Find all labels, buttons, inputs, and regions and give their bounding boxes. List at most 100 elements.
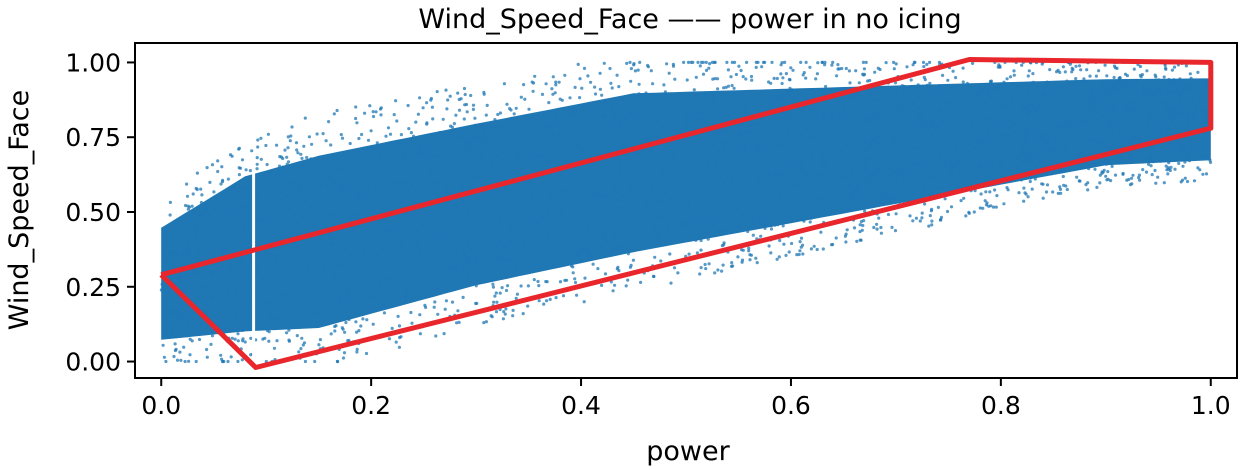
scatter-point	[928, 81, 932, 85]
scatter-point	[249, 336, 253, 340]
scatter-point	[688, 216, 692, 220]
scatter-point	[980, 155, 984, 159]
scatter-point	[460, 196, 464, 200]
scatter-point	[413, 270, 417, 274]
scatter-point	[998, 133, 1003, 137]
scatter-point	[1112, 104, 1116, 108]
scatter-point	[271, 238, 275, 242]
scatter-point	[1181, 164, 1185, 168]
scatter-point	[511, 308, 515, 312]
scatter-point	[1149, 145, 1153, 149]
scatter-point	[568, 96, 572, 100]
scatter-point	[194, 359, 198, 364]
scatter-point	[1094, 118, 1099, 122]
scatter-point	[1072, 81, 1076, 85]
scatter-point	[355, 148, 359, 152]
scatter-point	[344, 300, 348, 304]
scatter-point	[721, 198, 725, 202]
scatter-point	[775, 145, 780, 149]
scatter-point	[767, 80, 771, 84]
scatter-point	[462, 86, 467, 91]
scatter-point	[355, 121, 359, 125]
scatter-point	[806, 118, 810, 122]
scatter-point	[637, 92, 641, 96]
scatter-point	[551, 132, 555, 136]
scatter-point	[577, 131, 581, 135]
scatter-point	[877, 186, 881, 190]
scatter-point	[1100, 84, 1104, 88]
scatter-point	[350, 163, 354, 167]
scatter-point	[815, 197, 819, 201]
scatter-point	[964, 109, 968, 113]
scatter-point	[835, 174, 839, 178]
scatter-point	[541, 214, 546, 219]
scatter-point	[471, 103, 476, 107]
scatter-point	[1074, 64, 1078, 68]
scatter-point	[522, 83, 526, 87]
scatter-point	[632, 230, 636, 234]
scatter-point	[625, 153, 630, 157]
scatter-point	[343, 330, 347, 334]
scatter-point	[1189, 101, 1193, 105]
scatter-point	[930, 207, 934, 211]
scatter-point	[289, 287, 293, 291]
scatter-point	[438, 155, 442, 159]
scatter-point	[185, 334, 189, 338]
scatter-point	[1044, 190, 1049, 194]
scatter-point	[330, 235, 334, 240]
scatter-point	[888, 165, 892, 170]
scatter-point	[823, 63, 827, 67]
scatter-point	[802, 106, 806, 110]
scatter-point	[943, 197, 947, 201]
scatter-point	[165, 301, 169, 305]
scatter-point	[333, 329, 337, 333]
scatter-point	[919, 112, 924, 116]
scatter-point	[1094, 74, 1098, 78]
scatter-point	[671, 64, 676, 68]
scatter-point	[1092, 129, 1096, 134]
scatter-point	[653, 118, 657, 122]
scatter-point	[452, 176, 457, 180]
scatter-point	[616, 108, 620, 112]
scatter-point	[274, 318, 278, 322]
y-tick-label: 0.25	[65, 273, 121, 302]
scatter-point	[558, 222, 562, 226]
scatter-point	[289, 180, 293, 184]
scatter-point	[482, 321, 486, 325]
scatter-point	[561, 214, 565, 218]
scatter-point	[384, 276, 388, 280]
scatter-point	[512, 112, 516, 116]
scatter-point	[364, 288, 368, 292]
scatter-point	[1026, 112, 1030, 116]
scatter-point	[662, 172, 666, 176]
scatter-point	[1159, 131, 1163, 136]
scatter-point	[1187, 159, 1192, 163]
scatter-point	[684, 113, 688, 117]
scatter-point	[928, 177, 932, 181]
scatter-point	[335, 167, 339, 172]
scatter-point	[495, 123, 499, 127]
scatter-point	[431, 117, 435, 121]
scatter-point	[923, 122, 927, 127]
scatter-point	[713, 271, 717, 275]
scatter-point	[212, 206, 216, 210]
scatter-point	[174, 254, 178, 258]
scatter-point	[909, 78, 913, 82]
scatter-point	[969, 163, 974, 167]
scatter-point	[231, 266, 235, 270]
scatter-point	[350, 230, 354, 235]
scatter-point	[636, 139, 640, 143]
scatter-point	[354, 320, 358, 324]
scatter-point	[582, 300, 586, 304]
scatter-point	[901, 180, 905, 185]
scatter-point	[379, 106, 383, 110]
scatter-point	[1107, 117, 1111, 121]
scatter-point	[825, 110, 830, 114]
scatter-point	[271, 316, 275, 320]
scatter-point	[759, 234, 763, 238]
scatter-point	[491, 282, 495, 286]
scatter-point	[510, 116, 514, 120]
scatter-point	[636, 68, 640, 72]
scatter-point	[398, 335, 402, 340]
scatter-point	[198, 218, 202, 222]
